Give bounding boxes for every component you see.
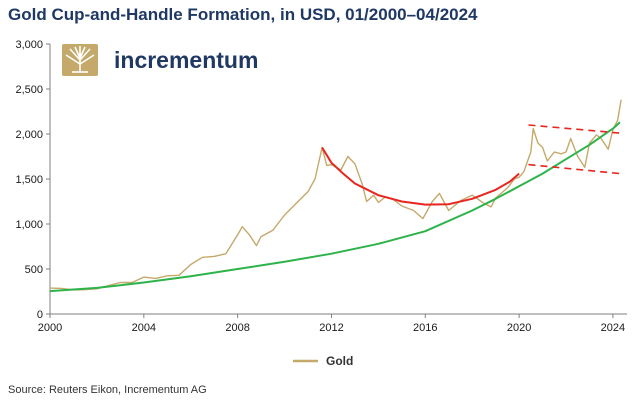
y-tick-label: 500 bbox=[25, 264, 43, 276]
axes: 0 500 1,000 1,500 2,000 2,500 3,000 2000 2004 200… bbox=[15, 39, 627, 334]
series-layer bbox=[49, 99, 622, 293]
y-tick-label: 3,000 bbox=[15, 39, 43, 51]
y-tick-label: 1,000 bbox=[15, 219, 43, 231]
tree-logo-icon bbox=[62, 44, 98, 76]
x-tick-label: 2000 bbox=[38, 322, 62, 334]
x-tick-label: 2024 bbox=[601, 322, 625, 334]
trend-line-green bbox=[49, 121, 621, 293]
y-tick-label: 2,000 bbox=[15, 129, 43, 141]
x-tick-label: 2012 bbox=[319, 322, 343, 334]
y-tick-label: 0 bbox=[37, 309, 43, 321]
handle-lower-dashed-red bbox=[528, 163, 621, 175]
brand-name: incrementum bbox=[114, 47, 258, 73]
chart-title: Gold Cup-and-Handle Formation, in USD, 0… bbox=[8, 5, 478, 24]
x-tick-label: 2008 bbox=[225, 322, 249, 334]
legend-label-gold: Gold bbox=[326, 354, 353, 368]
y-tick-label: 2,500 bbox=[15, 84, 43, 96]
incrementum-logo: incrementum bbox=[62, 44, 258, 76]
series-line-gold bbox=[49, 99, 622, 291]
source-note: Source: Reuters Eikon, Incrementum AG bbox=[8, 384, 207, 396]
y-tick-label: 1,500 bbox=[15, 174, 43, 186]
legend: Gold bbox=[293, 354, 353, 368]
cup-arc-red bbox=[321, 146, 520, 206]
x-tick-label: 2016 bbox=[413, 322, 437, 334]
x-tick-label: 2020 bbox=[507, 322, 531, 334]
x-tick-label: 2004 bbox=[132, 322, 156, 334]
handle-upper-dashed-red bbox=[528, 124, 621, 134]
